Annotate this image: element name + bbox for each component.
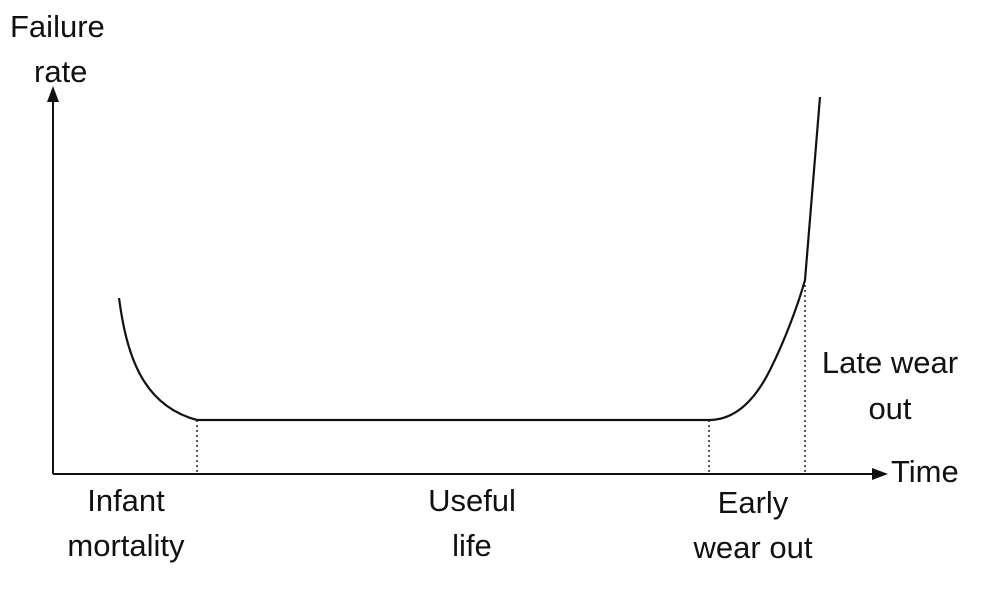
y-axis-label-line1: Failure [10,9,105,44]
phase-label-early-wear-line1: Early [718,485,789,520]
x-axis-label: Time [891,454,959,489]
phase-label-useful-line1: Useful [428,483,516,518]
phase-label-infant-line2: mortality [67,528,185,563]
y-axis-arrowhead [47,86,59,102]
phase-label-late-wear-line2: out [868,391,911,426]
phase-label-late-wear-line1: Late wear [822,345,958,380]
phase-label-useful-line2: life [452,528,492,563]
phase-label-infant-line1: Infant [87,483,165,518]
x-axis-arrowhead [872,468,888,480]
y-axis-label-line2: rate [34,54,87,89]
phase-label-early-wear-line2: wear out [693,530,813,565]
failure-rate-curve [117,96,822,422]
